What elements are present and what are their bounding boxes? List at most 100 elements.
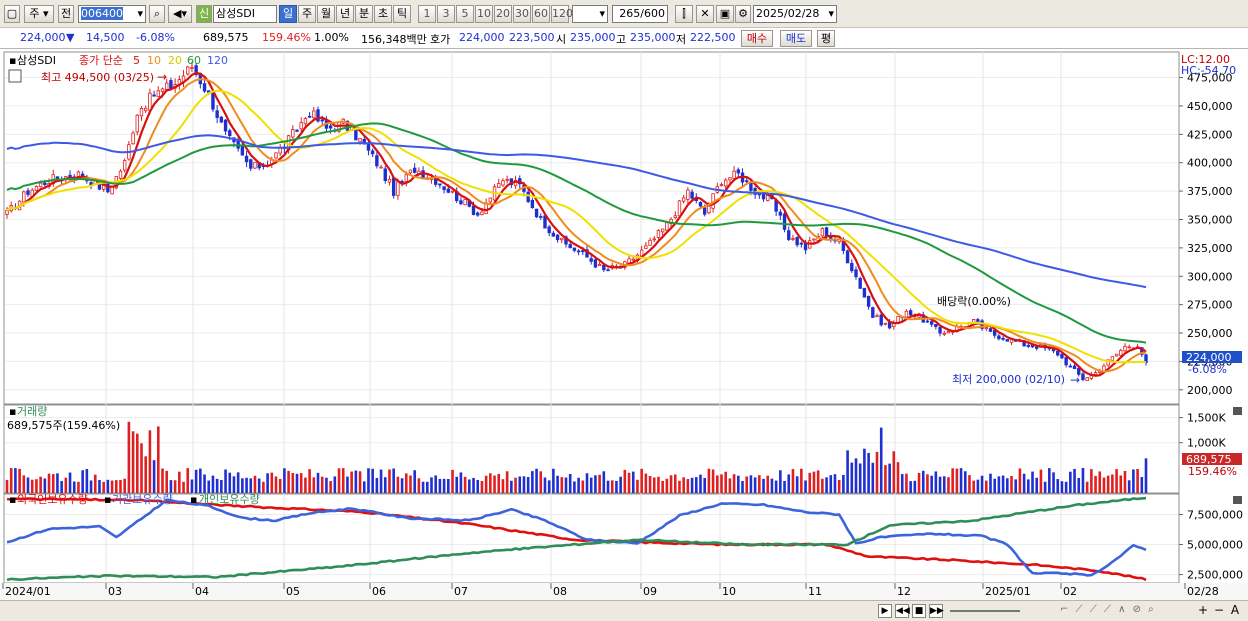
candle: [988, 326, 993, 333]
candle: [539, 213, 543, 221]
volume-bar: [749, 475, 753, 493]
candle-body: [131, 132, 135, 145]
buy-button[interactable]: 매수: [741, 30, 773, 47]
minute-button-20[interactable]: 20: [494, 5, 512, 23]
candle: [505, 175, 509, 184]
volume-bar: [779, 470, 782, 493]
current-price: 224,000: [20, 31, 66, 44]
search-icon[interactable]: ⌕: [149, 5, 165, 23]
ma-legend-60: 60: [187, 54, 201, 67]
zoom-tool-0[interactable]: +: [1197, 603, 1209, 617]
period-button-2[interactable]: 월: [317, 5, 335, 23]
period-button-6[interactable]: 틱: [393, 5, 411, 23]
candle-body: [328, 125, 333, 129]
nav-button-0[interactable]: ▶: [878, 604, 892, 618]
volume-panel-close-icon[interactable]: [1233, 407, 1242, 415]
gear-icon[interactable]: ⚙: [735, 5, 751, 23]
count-field[interactable]: 265/600: [612, 5, 668, 23]
window-icon[interactable]: ▢: [4, 5, 20, 23]
candle-icon[interactable]: ⫿: [675, 5, 693, 23]
eval-button[interactable]: 평: [817, 30, 835, 47]
volume-bar: [102, 481, 105, 493]
price-tick-label: 475,000: [1187, 72, 1233, 85]
candle: [551, 230, 556, 237]
nav-button-3[interactable]: ▶▶: [929, 604, 944, 618]
zoom-tool-2[interactable]: A: [1230, 603, 1240, 617]
volume-bar: [1006, 478, 1009, 493]
table-icon[interactable]: [8, 69, 22, 83]
high-arrow-icon: →: [157, 70, 167, 84]
crosshair-icon[interactable]: ✕: [696, 5, 714, 23]
minute-button-3[interactable]: 3: [437, 5, 455, 23]
candle-body: [942, 332, 946, 335]
volume-bar: [707, 468, 711, 493]
period-button-0[interactable]: 일: [279, 5, 297, 23]
minute-button-10[interactable]: 10: [475, 5, 493, 23]
volume-bar: [1132, 469, 1135, 493]
candle-body: [543, 215, 547, 229]
candle-body: [883, 322, 888, 325]
minute-button-1[interactable]: 1: [418, 5, 436, 23]
candle: [602, 264, 606, 273]
count-value: 265: [619, 7, 641, 20]
type-select[interactable]: 주 ▾: [24, 5, 54, 23]
candle: [652, 235, 656, 243]
volume-bar: [388, 469, 391, 493]
candle: [866, 295, 871, 310]
nav-button-1[interactable]: ◀◀: [895, 604, 910, 618]
high-price: 235,000: [630, 31, 676, 44]
volume-bar: [68, 472, 72, 493]
chart-area[interactable]: 475,000 450,000 425,000 400,000 375,000 350,0…: [0, 49, 1248, 600]
volume-bar: [1077, 478, 1081, 493]
candle-body: [908, 310, 913, 316]
volume-bar: [547, 480, 551, 493]
volume-bar: [1056, 479, 1060, 493]
minute-button-30[interactable]: 30: [513, 5, 531, 23]
volume-bar: [539, 471, 543, 493]
price-tick-label: 250,000: [1187, 327, 1233, 340]
candle: [606, 267, 610, 272]
candle-body: [534, 208, 539, 218]
minute-button-60[interactable]: 60: [532, 5, 550, 23]
period-button-5[interactable]: 초: [374, 5, 392, 23]
minute-button-120[interactable]: 120: [551, 5, 573, 23]
legend-foreign: 외국인보유수량: [17, 493, 88, 506]
candle-body: [686, 189, 690, 200]
volume-bar: [295, 473, 299, 493]
sell-button[interactable]: 매도: [780, 30, 812, 47]
candle: [244, 151, 249, 168]
candle: [316, 106, 320, 123]
candle-body: [118, 170, 123, 179]
volume-bar: [39, 476, 42, 493]
candle: [34, 185, 39, 192]
speaker-icon[interactable]: ◀▾: [168, 5, 192, 23]
nav-button-2[interactable]: ■: [912, 604, 926, 618]
candle-body: [135, 114, 139, 133]
candle-body: [497, 183, 501, 188]
candle-body: [1001, 337, 1005, 340]
volume-bar: [337, 468, 341, 493]
candle-body: [110, 186, 114, 195]
save-icon[interactable]: ▣: [716, 5, 734, 23]
drawing-tools-icon[interactable]: ⌐ ⟋ ⟋ ⟋ ∧ ⊘ ⌕: [1060, 604, 1156, 615]
date-field[interactable]: 2025/02/28 ▾: [753, 5, 837, 23]
all-button[interactable]: 전: [58, 5, 74, 23]
zoom-slider[interactable]: [950, 610, 1020, 612]
period-button-3[interactable]: 년: [336, 5, 354, 23]
period-button-1[interactable]: 주: [298, 5, 316, 23]
candle-body: [568, 244, 572, 249]
zoom-tool-1[interactable]: −: [1213, 603, 1225, 617]
period-button-4[interactable]: 분: [355, 5, 373, 23]
volume-bar: [148, 430, 152, 493]
holdings-panel-close-icon[interactable]: [1233, 496, 1242, 504]
volume-bar: [1052, 472, 1055, 493]
candle-body: [1060, 353, 1064, 359]
candle-body: [156, 90, 161, 98]
candle-body: [1144, 354, 1148, 363]
code-input[interactable]: 006400 ▾: [78, 5, 146, 23]
candle-body: [782, 213, 787, 230]
volume-bar: [404, 473, 408, 493]
x-tick-label: 02/28: [1187, 585, 1219, 598]
unit-select[interactable]: ▾: [572, 5, 608, 23]
minute-button-5[interactable]: 5: [456, 5, 474, 23]
